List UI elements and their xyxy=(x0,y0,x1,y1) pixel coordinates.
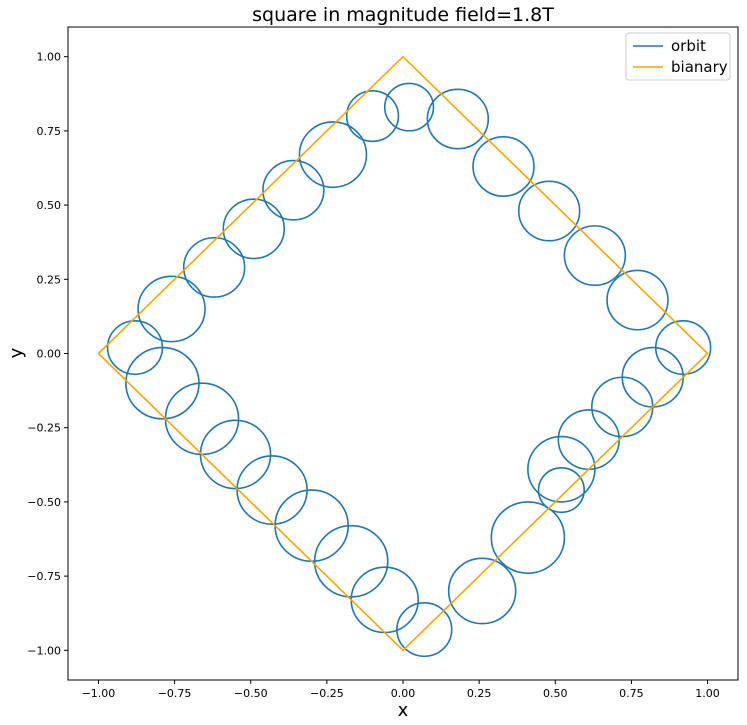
orbit-loop xyxy=(222,198,286,260)
legend-box xyxy=(625,32,731,81)
orbit-loop xyxy=(396,602,453,658)
y-tick-label: −1.00 xyxy=(27,644,61,657)
series-bianary-line xyxy=(97,55,709,652)
x-tick-label: 0.75 xyxy=(619,687,644,700)
legend: orbit bianary xyxy=(625,32,731,81)
orbit-loop xyxy=(606,269,669,331)
series-layer xyxy=(97,55,712,658)
x-tick-label: 0.50 xyxy=(543,687,568,700)
series-orbit xyxy=(106,82,712,658)
legend-label-orbit: orbit xyxy=(671,37,706,55)
orbit-loop xyxy=(298,121,368,189)
orbit-loop xyxy=(262,159,325,221)
y-tick-label: 0.25 xyxy=(37,273,62,286)
x-axis-label: x xyxy=(398,700,409,721)
orbit-loop xyxy=(490,501,566,574)
y-tick-label: −0.75 xyxy=(27,570,61,583)
orbit-loop xyxy=(383,82,435,132)
y-tick-label: 0.50 xyxy=(37,199,62,212)
orbit-loop xyxy=(182,236,246,298)
y-axis-label: y xyxy=(6,347,27,358)
x-tick-label: 1.00 xyxy=(695,687,720,700)
orbit-loop xyxy=(517,180,581,242)
orbit-loop xyxy=(654,320,712,376)
legend-label-bianary: bianary xyxy=(671,58,728,76)
x-tick-label: −0.75 xyxy=(158,687,192,700)
x-tick-label: −1.00 xyxy=(82,687,116,700)
y-tick-label: −0.25 xyxy=(27,422,61,435)
orbit-loop xyxy=(472,136,535,197)
chart-title: square in magnitude field=1.8T xyxy=(252,4,554,26)
orbit-loop xyxy=(447,557,517,625)
orbit-loop xyxy=(563,225,627,287)
y-tick-label: 0.00 xyxy=(37,348,62,361)
orbit-loop xyxy=(537,466,586,514)
orbit-loop xyxy=(137,275,206,343)
x-tick-label: 0.00 xyxy=(391,687,416,700)
orbit-loop xyxy=(345,90,400,143)
orbit-loop xyxy=(426,88,490,150)
y-tick-label: −0.50 xyxy=(27,496,61,509)
y-tick-label: 0.75 xyxy=(37,125,62,138)
x-tick-label: −0.50 xyxy=(234,687,268,700)
orbit-loop xyxy=(199,419,272,490)
ticks-layer: −1.00 −0.75 −0.50 −0.25 0.00 0.25 0.50 0.75 1.00… xyxy=(27,51,720,700)
y-tick-label: 1.00 xyxy=(37,51,62,64)
plot-background xyxy=(68,27,738,680)
x-tick-label: 0.25 xyxy=(467,687,492,700)
x-tick-label: −0.25 xyxy=(310,687,344,700)
